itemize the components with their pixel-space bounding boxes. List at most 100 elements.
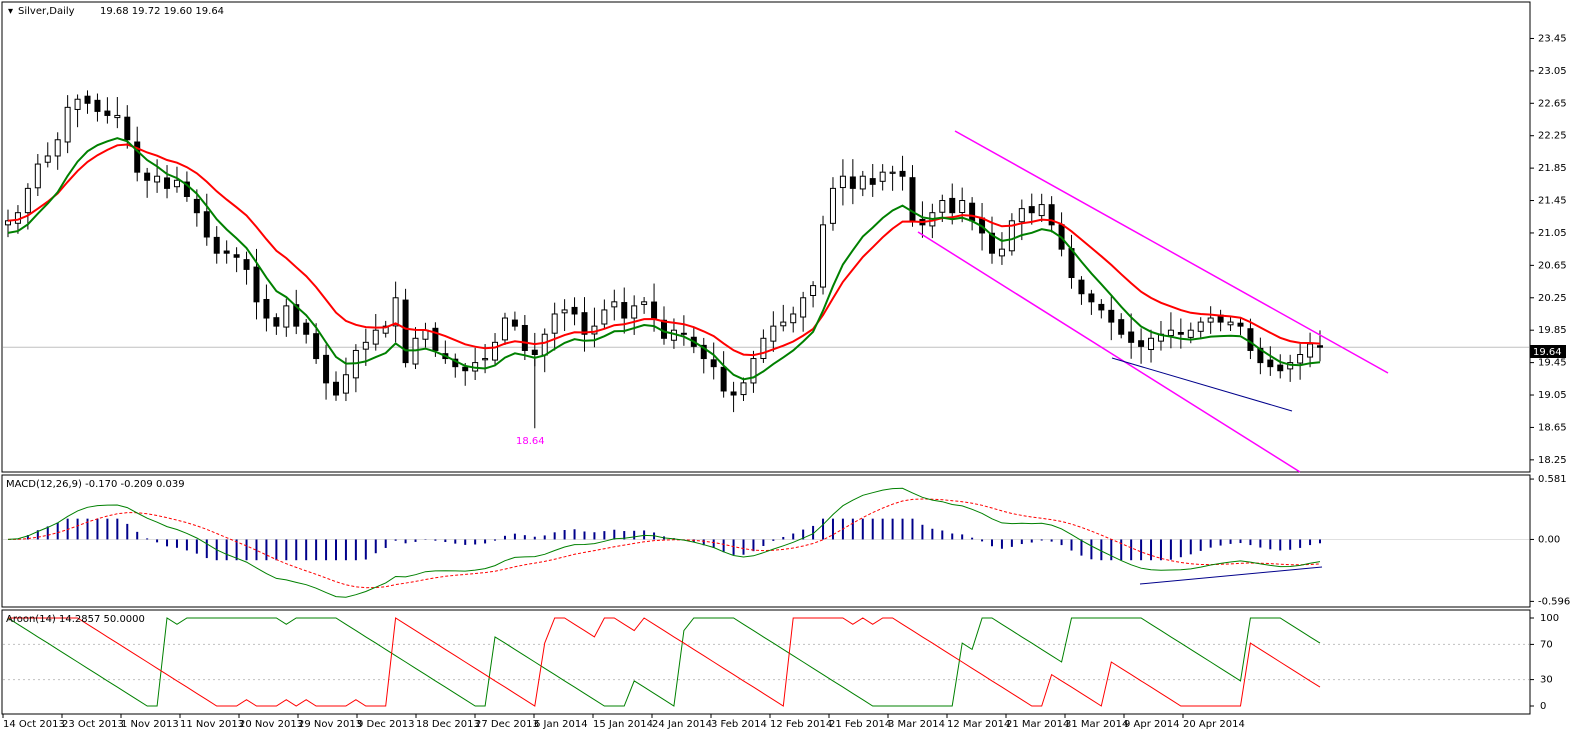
candle [1177,332,1184,335]
price-tick-label: 19.05 [1538,390,1567,401]
date-tick-label: 3 Feb 2014 [711,719,767,730]
candle [1028,206,1035,214]
candle [263,298,270,319]
candle [243,259,250,270]
aroon-tick-label: 0 [1540,701,1546,712]
macd-trend-line [1139,566,1323,585]
price-layer [3,90,1529,473]
macd-tick-label: 0.581 [1538,474,1567,485]
candle [859,175,866,190]
candle [134,141,141,173]
chart-ohlc: 19.68 19.72 19.60 19.64 [100,6,224,17]
candle [501,317,508,341]
candle [54,139,61,157]
candle [293,304,300,327]
ma-fast-line [7,137,1321,381]
candle [820,224,827,288]
candle [1148,337,1155,351]
current-price-label: 19.64 [1533,347,1562,358]
candle [1108,309,1115,323]
candle [492,341,499,361]
date-tick-label: 9 Dec 2013 [357,719,415,730]
candle [124,116,131,141]
candle [770,325,777,342]
candle [879,171,886,182]
candle [601,309,608,325]
candle [1247,328,1254,351]
date-tick-label: 20 Nov 2013 [239,719,303,730]
price-tick-label: 22.65 [1538,98,1567,109]
candle [144,172,151,181]
candle [1267,359,1274,368]
date-tick-label: 24 Jan 2014 [652,719,712,730]
candle [521,324,528,351]
candle [1008,220,1015,252]
candle [462,366,469,372]
candle [253,266,260,303]
candle [680,332,687,335]
candle [1038,204,1045,217]
candle [849,176,856,189]
candle [164,177,171,189]
candle [581,312,588,335]
date-tick-label: 14 Oct 2013 [3,719,65,730]
candle [44,155,51,163]
axis-layer: 23.45 23.05 22.65 22.25 21.85 21.45 21.05 20.65… [2,33,1570,730]
date-tick-label: 6 Jan 2014 [534,719,588,730]
candle [213,236,220,254]
candle [64,106,71,143]
price-tick-label: 23.05 [1538,66,1567,77]
candle [531,349,538,355]
candle [939,200,946,213]
date-tick-label: 21 Feb 2014 [829,719,891,730]
candle [482,358,489,361]
candle [839,175,846,189]
candle [1237,322,1244,327]
candle [372,329,379,345]
candle [1088,293,1095,303]
price-tick-label: 19.45 [1538,358,1567,369]
aroon-layer [3,617,1529,707]
candle [969,202,976,222]
date-tick-label: 11 Nov 2013 [180,719,244,730]
candle [382,325,389,334]
candle [183,181,190,197]
candle [392,297,399,327]
low-annotation: 18.64 [516,436,545,447]
ma-slow-line [7,143,1321,357]
candle [1187,329,1194,338]
candle [233,254,240,258]
price-tick-label: 19.85 [1538,325,1567,336]
candle [869,178,876,185]
candle [1118,319,1125,335]
candle [193,198,200,214]
candle [94,99,101,112]
date-tick-label: 29 Nov 2013 [298,719,362,730]
candle [700,344,707,360]
price-tick-label: 20.65 [1538,260,1567,271]
candle [780,321,787,327]
candle [1227,321,1234,326]
date-tick-label: 20 Apr 2014 [1183,719,1245,730]
candle [790,313,797,324]
candle [1167,329,1174,337]
candle [710,359,717,368]
candle [173,179,180,188]
candle [989,232,995,254]
candle [1317,345,1323,348]
candle [571,306,578,315]
date-tick-label: 15 Jan 2014 [593,719,653,730]
candle [611,301,618,308]
candle [800,297,807,318]
candle [114,114,121,119]
symbol-icon: ▾ [8,6,13,17]
candle [998,248,1005,257]
date-tick-label: 18 Dec 2013 [416,719,480,730]
aroon-label: Aroon(14) 14.2857 50.0000 [6,614,145,625]
chart-symbol: Silver,Daily [18,6,75,17]
price-tick-label: 20.25 [1538,293,1567,304]
candle [323,354,330,384]
candle [829,187,836,224]
candle [949,197,956,214]
